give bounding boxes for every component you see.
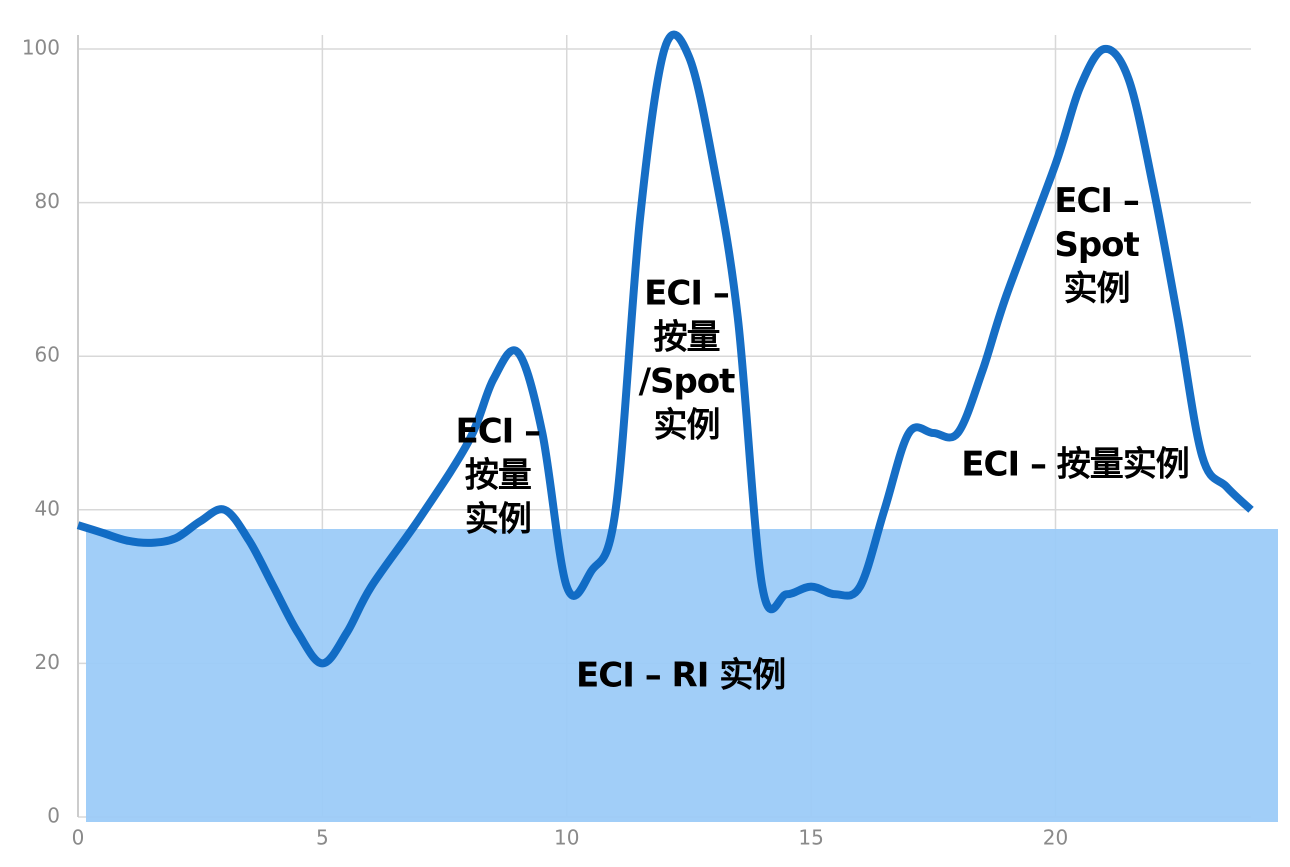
- baseline-area: [86, 529, 1278, 822]
- annotation: 按量: [465, 456, 531, 496]
- x-tick-label: 20: [1043, 826, 1068, 850]
- x-tick-label: 10: [554, 826, 579, 850]
- annotation: 实例: [465, 500, 531, 540]
- line: [76, 30, 1254, 668]
- x-tick-label: 0: [72, 826, 85, 850]
- y-tick-label: 0: [47, 804, 60, 828]
- annotation: ECI – RI 实例: [576, 656, 785, 696]
- annotation: /Spot: [639, 361, 736, 401]
- x-tick-label: 15: [798, 826, 823, 850]
- y-tick-label: 100: [22, 36, 60, 60]
- annotation: ECI –: [1054, 181, 1139, 221]
- annotation: 实例: [653, 405, 719, 445]
- annotation: 实例: [1064, 269, 1130, 309]
- y-tick-label: 40: [35, 496, 60, 520]
- annotation: 按量: [653, 317, 719, 357]
- annotation: ECI – 按量实例: [961, 445, 1189, 485]
- x-tick-label: 5: [316, 826, 329, 850]
- y-tick-label: 20: [35, 650, 60, 674]
- y-tick-label: 60: [35, 343, 60, 367]
- annotation: ECI –: [456, 412, 541, 452]
- y-tick-label: 80: [35, 189, 60, 213]
- annotation: Spot: [1054, 225, 1139, 265]
- annotation: ECI –: [644, 273, 729, 313]
